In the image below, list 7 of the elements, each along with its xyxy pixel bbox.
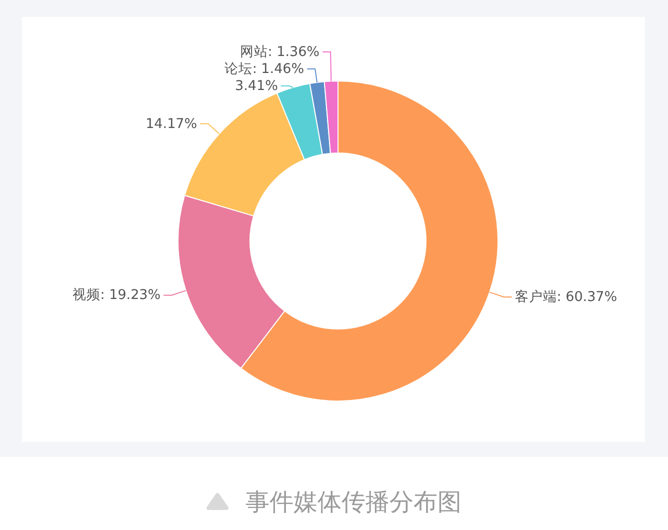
data-label: 3.41% <box>235 78 278 94</box>
slice-label: 网站: 1.36% <box>240 44 320 60</box>
text: 事件媒体传播分布图 <box>246 488 462 516</box>
slice-label: 论坛: 1.46% <box>224 60 304 77</box>
data-label: 14.17% <box>146 116 198 132</box>
slice-label: 视频: 19.23% <box>72 287 161 304</box>
slice-label: 客户端: 60.37% <box>514 289 618 306</box>
